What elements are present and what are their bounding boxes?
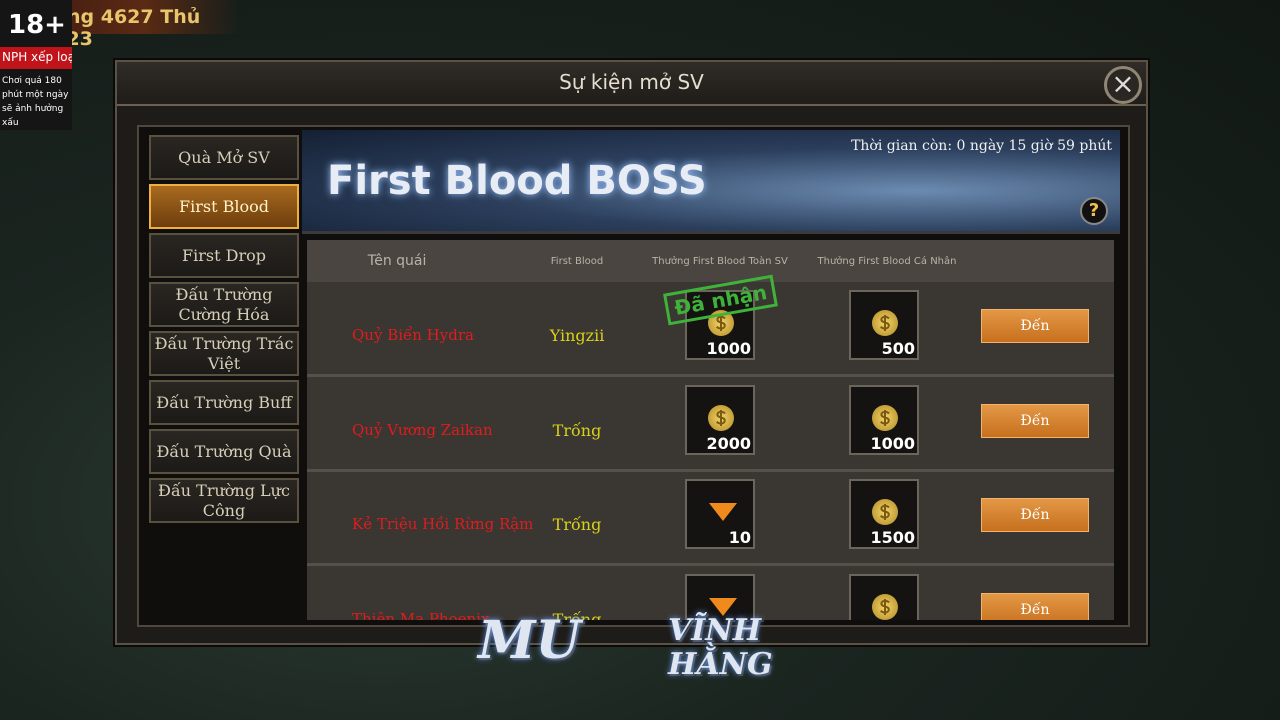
age-rating-notice: 18+ NPH xếp loại Chơi quá 180 phút một n…: [0, 0, 72, 130]
sidebar-item-cuong-hoa[interactable]: Đấu Trường Cường Hóa: [149, 282, 299, 327]
reward-amount: 500: [881, 339, 915, 358]
event-window: Sự kiện mở SV × Quà Mở SV First Blood Fi…: [115, 60, 1148, 645]
first-blood-player: Trống: [552, 515, 602, 534]
close-button[interactable]: ×: [1104, 66, 1142, 104]
table-row: Kẻ Triệu Hồi Rừng Rậm Trống 10 1500 Đến: [307, 471, 1114, 566]
table-row: Quỷ Biển Hydra Yingzii 1000 Đã nhận 500 Đ…: [307, 274, 1114, 377]
first-blood-player: Yingzii: [549, 326, 605, 345]
server-reward-slot[interactable]: 1000 Đã nhận: [663, 274, 779, 360]
server-reward-slot[interactable]: 10: [685, 479, 755, 549]
coin-icon: [872, 310, 898, 336]
boss-table[interactable]: Tên quái First Blood Thưởng First Blood …: [307, 240, 1114, 620]
age-rating: 18+: [8, 10, 66, 40]
table-header: Tên quái First Blood Thưởng First Blood …: [307, 240, 1114, 282]
sidebar: Quà Mở SV First Blood First Drop Đấu Trư…: [149, 135, 299, 527]
first-blood-player: Trống: [552, 609, 602, 621]
event-banner: First Blood BOSS Thời gian còn: 0 ngày 1…: [302, 130, 1120, 234]
countdown-timer: Thời gian còn: 0 ngày 15 giờ 59 phút: [851, 138, 1112, 154]
logo-vinh-hang: VĨNH HẰNG: [668, 613, 773, 682]
coin-icon: [872, 404, 898, 431]
question-icon: ?: [1088, 200, 1100, 221]
coin-icon: [872, 593, 898, 620]
sidebar-item-buff[interactable]: Đấu Trường Buff: [149, 380, 299, 425]
personal-reward-slot[interactable]: 1000: [849, 384, 919, 455]
coin-icon: [708, 404, 734, 431]
monster-name: Thiên Ma Phoenix: [352, 609, 490, 621]
sidebar-item-first-drop[interactable]: First Drop: [149, 233, 299, 278]
personal-reward-slot[interactable]: [849, 573, 919, 620]
monster-name: Quỷ Biển Hydra: [352, 326, 474, 344]
sidebar-item-qua[interactable]: Đấu Trường Quà: [149, 429, 299, 474]
table-row: Thiên Ma Phoenix Trống Đến: [307, 566, 1114, 621]
age-warning: Chơi quá 180 phút một ngày sẽ ảnh hưởng …: [2, 76, 69, 128]
go-button[interactable]: Đến: [981, 498, 1089, 532]
reward-amount: 1000: [706, 339, 751, 358]
title-bar: Sự kiện mở SV ×: [117, 62, 1146, 106]
go-button[interactable]: Đến: [981, 592, 1089, 620]
server-reward-slot[interactable]: [685, 573, 755, 620]
gem-icon: [709, 503, 737, 521]
go-button[interactable]: Đến: [981, 403, 1089, 438]
server-reward-slot[interactable]: 2000: [685, 384, 755, 455]
go-button[interactable]: Đến: [981, 309, 1089, 343]
reward-amount: 10: [728, 528, 751, 547]
logo-mu: MU: [478, 610, 581, 671]
coin-icon: [708, 310, 734, 336]
game-logo: MU VĨNH HẰNG: [478, 610, 808, 700]
coin-icon: [872, 499, 898, 525]
reward-amount: 2000: [706, 433, 751, 453]
monster-name: Quỷ Vương Zaikan: [352, 420, 493, 439]
reward-amount: 1500: [870, 528, 915, 547]
sidebar-item-qua-mo-sv[interactable]: Quà Mở SV: [149, 135, 299, 180]
personal-reward-slot[interactable]: 1500: [849, 479, 919, 549]
banner-title: First Blood BOSS: [327, 158, 707, 204]
sidebar-item-first-blood[interactable]: First Blood: [149, 184, 299, 229]
header-first-blood: First Blood: [550, 256, 604, 267]
monster-name: Kẻ Triệu Hồi Rừng Rậm: [352, 515, 534, 533]
age-rating-tag: NPH xếp loại: [0, 47, 72, 69]
table-row: Quỷ Vương Zaikan Trống 2000 1000 Đến: [307, 377, 1114, 472]
header-monster-name: Tên quái: [367, 253, 427, 269]
window-title: Sự kiện mở SV: [559, 70, 704, 94]
sidebar-item-trac-viet[interactable]: Đấu Trường Trác Việt: [149, 331, 299, 376]
header-server-reward: Thưởng First Blood Toàn SV: [652, 256, 788, 267]
first-blood-player: Trống: [552, 420, 602, 440]
header-personal-reward: Thưởng First Blood Cá Nhân: [817, 256, 957, 267]
close-icon: ×: [1111, 67, 1135, 100]
help-button[interactable]: ?: [1080, 197, 1108, 225]
reward-amount: 1000: [870, 433, 915, 453]
content-panel: Quà Mở SV First Blood First Drop Đấu Trư…: [137, 125, 1130, 627]
personal-reward-slot[interactable]: 500: [849, 290, 919, 360]
gem-icon: [709, 597, 737, 616]
sidebar-item-luc-cong[interactable]: Đấu Trường Lực Công: [149, 478, 299, 523]
